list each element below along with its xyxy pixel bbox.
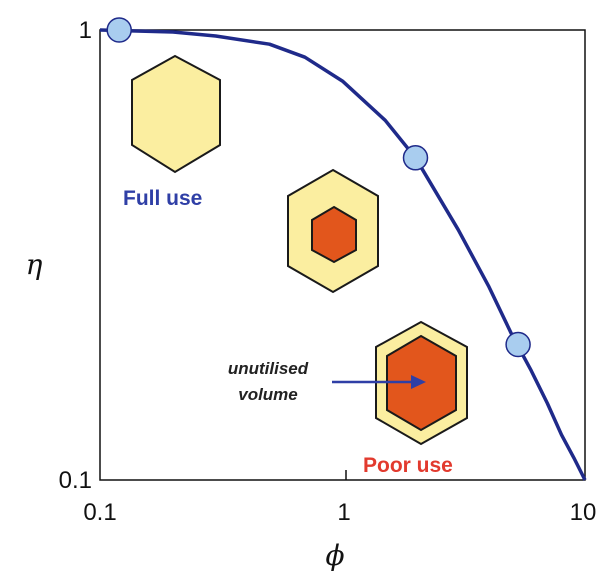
plot-area-frame — [99, 29, 586, 481]
y-tick-label-0: 0.1 — [59, 467, 92, 494]
y-axis-title: η — [26, 248, 43, 281]
full-use-label: Full use — [123, 187, 202, 210]
unutilised-label-line2: volume — [238, 385, 298, 404]
x-tick-label-0: 0.1 — [83, 499, 116, 526]
hexagon-partial-use-core — [311, 205, 357, 264]
series-line — [99, 28, 587, 481]
hexagon-full-use-shell — [131, 54, 221, 174]
hexagon-partial-use-icon — [287, 168, 379, 294]
hexagon-full-use-icon — [131, 54, 221, 174]
data-layer — [99, 17, 587, 481]
unutilised-arrow-icon — [332, 375, 426, 389]
poor-use-label: Poor use — [363, 454, 453, 477]
x-tick-label-2: 10 — [570, 499, 597, 526]
data-point-2 — [505, 331, 531, 358]
data-point-1 — [402, 145, 429, 171]
y-tick-label-1: 1 — [79, 17, 92, 44]
unutilised-label-line1: unutilised — [228, 359, 309, 378]
x-tick-label-1: 1 — [337, 499, 350, 526]
x-axis-title: ϕ — [325, 539, 344, 572]
data-point-0 — [106, 17, 132, 43]
